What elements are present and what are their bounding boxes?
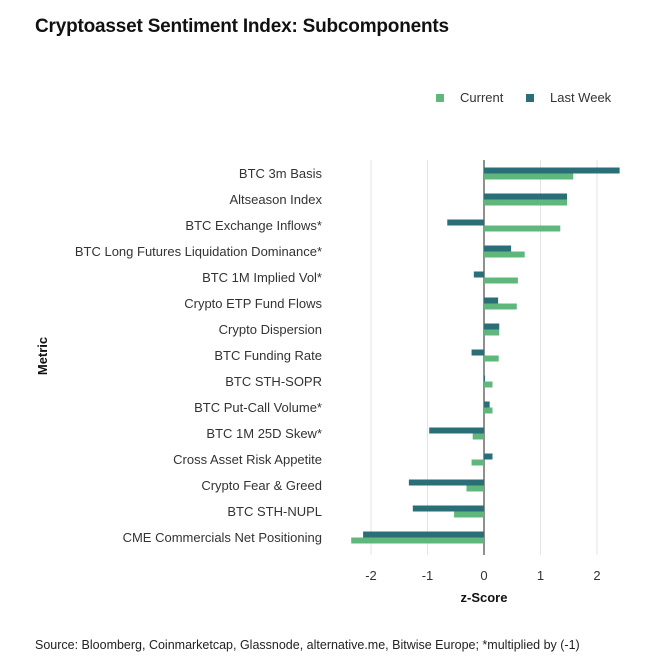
bar-last-week xyxy=(484,193,568,200)
category-label: BTC 1M 25D Skew* xyxy=(206,426,322,441)
bar-current xyxy=(484,407,493,414)
bars xyxy=(351,167,620,544)
category-label: Crypto Fear & Greed xyxy=(201,478,322,493)
legend-item-last-week: Last Week xyxy=(526,90,611,105)
bar-current xyxy=(484,303,517,310)
bar-current xyxy=(484,225,561,232)
category-label: Crypto ETP Fund Flows xyxy=(184,296,322,311)
bar-current xyxy=(466,485,484,492)
legend-label-current: Current xyxy=(460,90,504,105)
bar-last-week xyxy=(429,427,484,434)
bar-current xyxy=(484,355,499,362)
bar-last-week xyxy=(473,271,484,278)
x-tick-labels: -2 -1 0 1 2 xyxy=(365,568,600,583)
x-axis-label: z-Score xyxy=(461,590,508,605)
bar-current xyxy=(454,511,484,518)
x-tick-label: -2 xyxy=(365,568,377,583)
x-tick-label: -1 xyxy=(422,568,434,583)
bar-current xyxy=(484,329,500,336)
bar-last-week xyxy=(447,219,484,226)
category-label: Cross Asset Risk Appetite xyxy=(173,452,322,467)
x-tick-label: 1 xyxy=(537,568,544,583)
bar-last-week xyxy=(412,505,484,512)
x-tick-label: 2 xyxy=(593,568,600,583)
bar-last-week xyxy=(408,479,484,486)
source-note: Source: Bloomberg, Coinmarketcap, Glassn… xyxy=(35,638,580,652)
bar-last-week xyxy=(484,167,620,174)
x-tick-label: 0 xyxy=(480,568,487,583)
category-label: Crypto Dispersion xyxy=(219,322,322,337)
bar-current xyxy=(484,251,525,258)
bar-last-week xyxy=(471,349,484,356)
bar-last-week xyxy=(484,453,493,460)
legend-item-current: Current xyxy=(436,90,503,105)
bar-last-week xyxy=(484,375,485,382)
category-label: BTC STH-SOPR xyxy=(225,374,322,389)
bar-last-week xyxy=(484,323,500,330)
chart-title: Cryptoasset Sentiment Index: Subcomponen… xyxy=(35,16,449,37)
category-label: Altseason Index xyxy=(229,192,322,207)
bar-last-week xyxy=(484,245,512,252)
legend-swatch-current xyxy=(436,93,444,102)
bar-current xyxy=(484,199,568,206)
category-label: CME Commercials Net Positioning xyxy=(123,530,322,545)
legend-swatch-last-week xyxy=(526,93,534,102)
category-label: BTC Put-Call Volume* xyxy=(194,400,322,415)
bar-current xyxy=(484,381,493,388)
bar-current xyxy=(472,433,484,440)
category-label: BTC Long Futures Liquidation Dominance* xyxy=(75,244,322,259)
category-labels: BTC 3m Basis Altseason Index BTC Exchange … xyxy=(75,166,323,545)
category-label: BTC Exchange Inflows* xyxy=(185,218,322,233)
bar-last-week xyxy=(484,297,499,304)
y-axis-label: Metric xyxy=(35,337,50,375)
bar-current xyxy=(484,277,518,284)
bar-last-week xyxy=(484,401,490,408)
category-label: BTC 3m Basis xyxy=(239,166,323,181)
bar-current xyxy=(484,173,574,180)
bar-current xyxy=(471,459,484,466)
bar-last-week xyxy=(363,531,484,538)
category-label: BTC 1M Implied Vol* xyxy=(202,270,322,285)
bar-current xyxy=(351,537,484,544)
category-label: BTC Funding Rate xyxy=(214,348,322,363)
legend-label-last-week: Last Week xyxy=(550,90,612,105)
category-label: BTC STH-NUPL xyxy=(227,504,322,519)
